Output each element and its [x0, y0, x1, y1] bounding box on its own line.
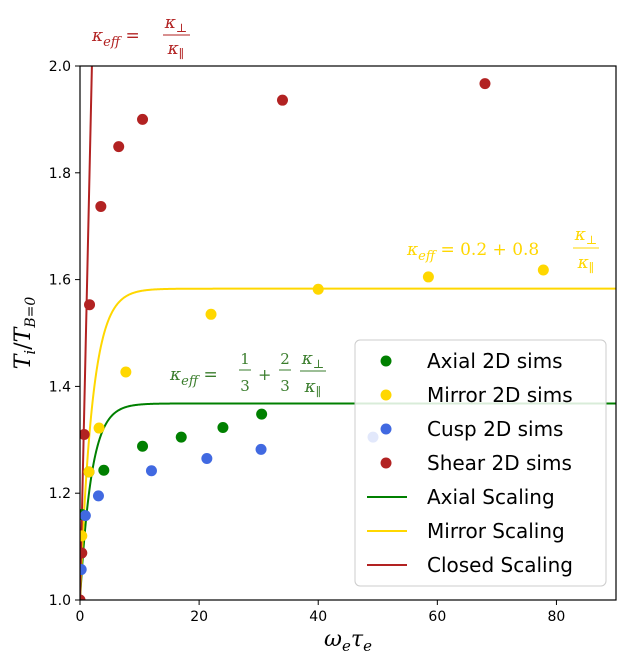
legend-label: Mirror 2D sims	[427, 383, 573, 407]
mirror-sim-point	[312, 283, 324, 295]
axial-sim-point	[137, 440, 149, 452]
cusp-sim-point	[80, 510, 91, 522]
shear-sim-point	[80, 428, 90, 440]
legend-label: Mirror Scaling	[427, 519, 565, 543]
shear-sim-point	[113, 141, 125, 153]
svg-text:κ∥: κ∥	[577, 253, 595, 275]
shear-sim-point	[95, 200, 107, 212]
svg-text:κ∥: κ∥	[304, 377, 322, 399]
cusp-sim-point	[80, 564, 87, 576]
shear-sim-point	[80, 547, 88, 559]
legend-label: Axial Scaling	[427, 485, 555, 509]
svg-text:κeff =: κeff =	[169, 365, 218, 389]
shear-sim-point	[276, 94, 288, 106]
y-axis-label: Ti/TB=0	[11, 297, 39, 370]
legend-marker	[380, 423, 392, 435]
svg-text:1: 1	[240, 350, 250, 368]
axial-sim-point	[256, 408, 268, 420]
shear-sim-point	[479, 78, 491, 90]
x-tick-label: 20	[190, 609, 208, 625]
legend-marker	[380, 355, 392, 367]
legend-label: Shear 2D sims	[427, 451, 572, 475]
annotation-closed: κeff = κ⊥ κ∥	[91, 13, 190, 61]
cusp-sim-point	[201, 452, 213, 464]
svg-text:+: +	[258, 365, 271, 384]
axial-sim-point	[217, 422, 229, 434]
svg-text:κ∥: κ∥	[167, 39, 185, 61]
x-axis-label: ωeτe	[324, 627, 372, 655]
axial-sim-point	[175, 431, 187, 443]
y-tick-label: 1.4	[49, 379, 71, 395]
y-tick-label: 2.0	[49, 59, 71, 75]
svg-text:κ⊥: κ⊥	[574, 225, 597, 247]
x-tick-label: 80	[548, 609, 566, 625]
axial-sim-point	[98, 464, 110, 476]
mirror-sim-point	[422, 271, 434, 283]
x-tick-label: 0	[76, 609, 85, 625]
cusp-sim-point	[92, 490, 104, 502]
shear-sim-point	[80, 594, 86, 600]
mirror-sim-point	[205, 308, 217, 320]
mirror-scaling-line	[80, 287, 616, 600]
axis-ticks: 0 20 40 60 80 1.0 1.2 1.4 1.6 1.8 2.0	[49, 59, 566, 625]
y-tick-label: 1.2	[49, 486, 71, 502]
mirror-sim-point	[80, 530, 88, 542]
mirror-sim-point	[537, 264, 549, 276]
legend: Axial 2D sims Mirror 2D sims Cusp 2D sims S…	[354, 339, 607, 587]
x-tick-label: 60	[428, 609, 446, 625]
svg-text:κ⊥: κ⊥	[301, 349, 324, 371]
y-tick-label: 1.8	[49, 166, 71, 182]
mirror-sim-point	[120, 366, 132, 378]
svg-text:κeff =: κeff =	[91, 26, 140, 50]
legend-label: Axial 2D sims	[427, 349, 563, 373]
y-tick-label: 1.6	[49, 273, 71, 289]
legend-marker	[380, 389, 392, 401]
mirror-sim-point	[83, 466, 95, 478]
svg-text:κeff = 0.2 + 0.8: κeff = 0.2 + 0.8	[406, 240, 539, 264]
plot-frame	[79, 65, 617, 601]
x-tick-label: 40	[309, 609, 327, 625]
shear-sim-point	[137, 113, 149, 125]
shear-sim-point	[84, 299, 96, 311]
legend-label: Cusp 2D sims	[427, 417, 563, 441]
legend-marker	[380, 457, 392, 469]
svg-text:3: 3	[280, 377, 290, 395]
annotation-mirror: κeff = 0.2 + 0.8 κ⊥ κ∥	[406, 225, 599, 275]
legend-box	[354, 339, 607, 587]
svg-text:2: 2	[280, 350, 290, 368]
cusp-sim-point	[145, 465, 157, 477]
mirror-sim-point	[93, 422, 105, 434]
annotation-axial: κeff = 1 3 + 2 3 κ⊥ κ∥	[169, 349, 326, 399]
svg-text:3: 3	[240, 377, 250, 395]
svg-text:κ⊥: κ⊥	[164, 13, 187, 35]
y-tick-label: 1.0	[49, 593, 71, 609]
cusp-sim-point	[255, 443, 267, 455]
legend-label: Closed Scaling	[427, 553, 573, 577]
